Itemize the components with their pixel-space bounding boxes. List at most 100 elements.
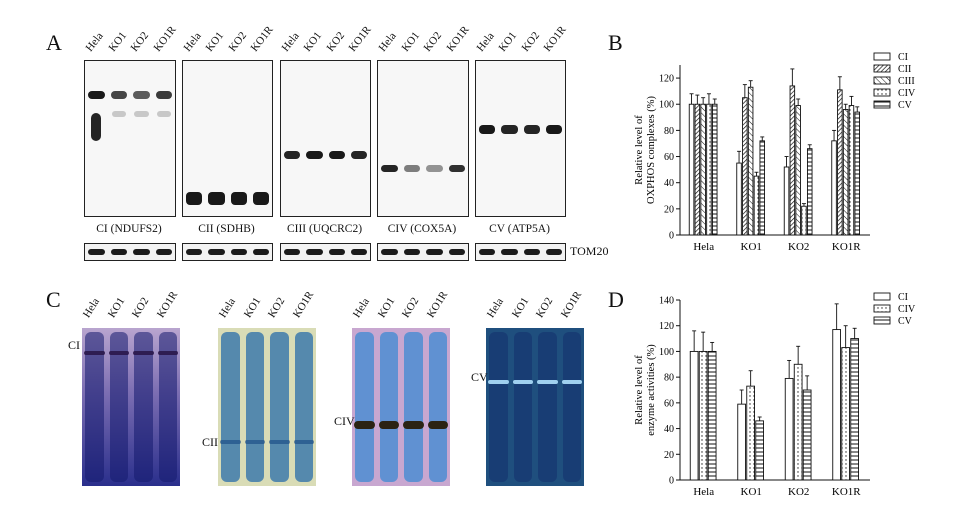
blot-band [230,192,247,205]
bar [711,103,718,236]
lane-label: KO2 [421,29,445,54]
blot-band [88,91,105,99]
gel-band [84,351,105,355]
loading-control-band [155,249,172,255]
bar [801,205,807,236]
x-tick-label: KO1R [832,486,861,498]
y-axis-label-line: OXPHOS complexes (%) [646,96,657,204]
legend-entry: CII [898,64,911,75]
bar [698,350,708,481]
gel-lane [355,332,374,482]
bar [688,103,695,236]
gel-image [486,328,584,486]
blot-band [133,91,150,99]
blot-band [284,151,301,159]
legend-swatch [873,64,891,73]
bar [753,175,760,236]
bar [842,109,849,236]
loading-control-band [110,249,127,255]
x-tick-label: Hela [693,486,714,498]
gel-band [157,351,178,355]
gel-lane [270,332,289,482]
gel-image [82,328,180,486]
lane-label: KO1R [154,289,180,320]
lane-label: Hela [81,296,103,320]
gel-band [244,440,265,444]
panel-label-a: A [46,30,62,55]
loading-control-band [284,249,301,255]
blot-image [84,60,176,217]
gel-band [133,351,154,355]
legend-entry: CI [898,292,908,303]
gel-lane [404,332,423,482]
bar [783,166,790,236]
blot-caption: CIII (UQCRC2) [286,223,363,235]
gel-band [512,380,533,384]
lane-label: KO1 [203,29,227,54]
blot-image [182,60,273,217]
legend-entry: CIII [898,76,915,87]
x-tick-label: KO1 [741,486,762,498]
bar [707,350,717,481]
y-tick-label: 20 [664,450,674,461]
loading-control-band [448,249,465,255]
y-tick-label: 100 [659,100,674,111]
lane-label: Hela [474,30,497,54]
lane-label: KO2 [266,295,288,320]
gel-lane [85,332,104,482]
bar [854,111,860,236]
loading-control-blot [475,243,566,261]
lane-label: Hela [351,296,373,320]
loading-control-band [523,249,540,255]
loading-control-band [186,249,203,255]
loading-control-blot [280,243,371,261]
bar [831,140,837,236]
bar [784,377,794,481]
y-tick-label: 40 [664,178,674,189]
gel-band [403,421,424,429]
legend-entry: CV [898,316,913,327]
blot-band [523,125,540,134]
bar [793,363,803,481]
legend-swatch [873,304,891,313]
gel-band [488,380,509,384]
loading-control-band [328,249,345,255]
bar [806,148,813,236]
y-tick-label: 40 [664,424,674,435]
lane-label: Hela [485,296,507,320]
blot-band [501,125,518,134]
lane-label: KO2 [519,29,542,54]
blot-band [350,151,367,159]
loading-control-band [501,249,518,255]
legend-swatch [873,52,891,61]
blot-band [403,165,420,172]
lane-label: Hela [376,30,400,54]
gel-complex-label: CI [68,338,80,352]
gel-band [108,351,129,355]
bar [755,420,765,481]
x-tick-label: Hela [693,241,714,253]
y-tick-label: 80 [664,126,674,137]
y-tick-label: 80 [664,373,674,384]
bar [795,105,801,236]
lane-label: KO1R [346,23,374,54]
blot-band [306,151,323,159]
bar [689,350,699,481]
lane-label: KO2 [534,295,556,320]
blot-band [448,165,465,172]
gel-band [561,380,582,384]
y-tick-label: 100 [659,347,674,358]
blot-band [479,125,496,134]
blot-caption: CV (ATP5A) [489,223,550,235]
lane-label: Hela [181,30,204,54]
loading-control-band [133,249,150,255]
lane-label: KO2 [226,29,249,54]
gel-lane [109,332,128,482]
gel-lane [158,332,177,482]
lane-label: KO1 [105,295,128,320]
lane-label: Hela [279,30,302,54]
bar [841,347,851,481]
lane-label: KO1 [399,29,422,54]
y-tick-label: 60 [664,152,674,163]
y-axis-label-line: Relative level of [634,115,645,185]
